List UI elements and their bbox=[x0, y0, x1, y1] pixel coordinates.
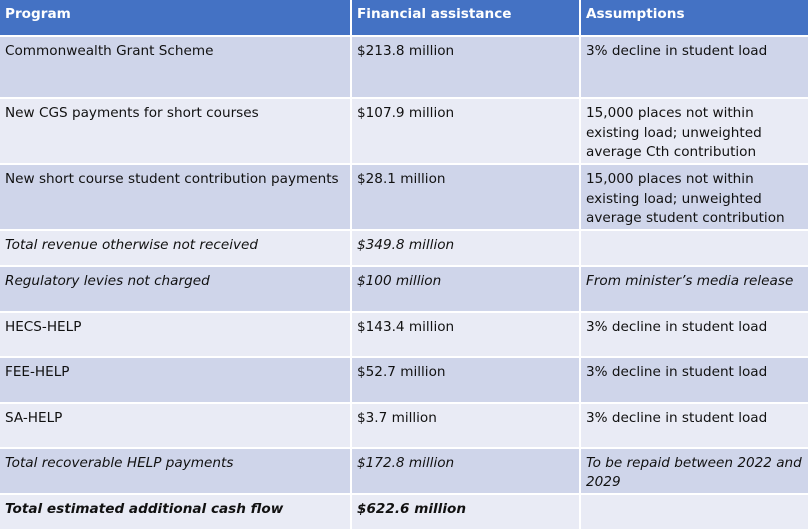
program-cell: HECS-HELP bbox=[0, 311, 352, 358]
table-row: Commonwealth Grant Scheme $213.8 million… bbox=[0, 36, 808, 99]
program-cell: New CGS payments for short courses bbox=[0, 98, 352, 165]
assumption-cell: 3% decline in student load bbox=[580, 356, 808, 404]
amount-cell: $213.8 million bbox=[351, 36, 581, 99]
assumption-cell: 15,000 places not within existing load; … bbox=[580, 164, 808, 231]
table-row: New short course student contribution pa… bbox=[0, 164, 808, 231]
amount-cell: $172.8 million bbox=[351, 447, 581, 495]
program-cell: FEE-HELP bbox=[0, 356, 352, 404]
amount-cell: $107.9 million bbox=[351, 98, 581, 165]
assumption-cell: 3% decline in student load bbox=[580, 402, 808, 449]
amount-cell: $143.4 million bbox=[351, 311, 581, 358]
program-cell: Commonwealth Grant Scheme bbox=[0, 36, 352, 99]
program-cell: Regulatory levies not charged bbox=[0, 265, 352, 313]
table-row: Total recoverable HELP payments $172.8 m… bbox=[0, 447, 808, 495]
amount-cell: $28.1 million bbox=[351, 164, 581, 231]
amount-cell: $349.8 million bbox=[351, 229, 581, 267]
assumption-cell: 3% decline in student load bbox=[580, 36, 808, 99]
assumption-cell bbox=[580, 493, 808, 531]
program-cell: Total recoverable HELP payments bbox=[0, 447, 352, 495]
assumption-cell: 15,000 places not within existing load; … bbox=[580, 98, 808, 165]
header-assumptions: Assumptions bbox=[580, 0, 808, 37]
program-cell: Total revenue otherwise not received bbox=[0, 229, 352, 267]
header-financial-assistance: Financial assistance bbox=[351, 0, 581, 37]
program-cell: Total estimated additional cash flow bbox=[0, 493, 352, 531]
table-row: FEE-HELP $52.7 million 3% decline in stu… bbox=[0, 356, 808, 404]
assumption-cell: From minister’s media release bbox=[580, 265, 808, 313]
assumption-cell: To be repaid between 2022 and 2029 bbox=[580, 447, 808, 495]
amount-cell: $3.7 million bbox=[351, 402, 581, 449]
table-row-total: Total estimated additional cash flow $62… bbox=[0, 493, 808, 531]
program-cell: New short course student contribution pa… bbox=[0, 164, 352, 231]
table-row: Regulatory levies not charged $100 milli… bbox=[0, 265, 808, 313]
table-row: HECS-HELP $143.4 million 3% decline in s… bbox=[0, 311, 808, 358]
table-row: New CGS payments for short courses $107.… bbox=[0, 98, 808, 165]
amount-cell: $100 million bbox=[351, 265, 581, 313]
program-cell: SA-HELP bbox=[0, 402, 352, 449]
header-row: Program Financial assistance Assumptions bbox=[0, 0, 808, 37]
assumption-cell bbox=[580, 229, 808, 267]
amount-cell: $622.6 million bbox=[351, 493, 581, 531]
header-program: Program bbox=[0, 0, 352, 37]
assumption-cell: 3% decline in student load bbox=[580, 311, 808, 358]
amount-cell: $52.7 million bbox=[351, 356, 581, 404]
table-row: Total revenue otherwise not received $34… bbox=[0, 229, 808, 267]
table-row: SA-HELP $3.7 million 3% decline in stude… bbox=[0, 402, 808, 449]
